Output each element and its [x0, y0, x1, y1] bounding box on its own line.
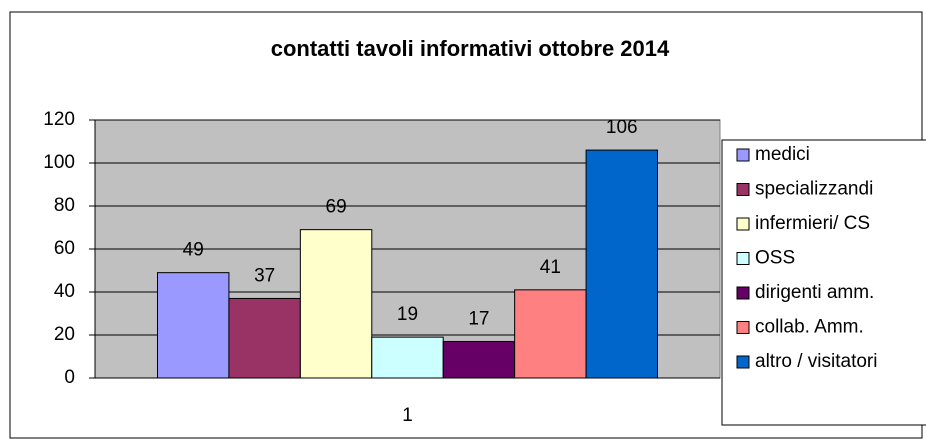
value-label: 19: [397, 304, 418, 325]
bar: [514, 289, 587, 379]
y-tick-label: 100: [43, 152, 75, 173]
chart-title: contatti tavoli informativi ottobre 2014: [271, 36, 670, 61]
value-label: 49: [183, 240, 204, 261]
y-tick-label: 20: [54, 324, 75, 345]
value-label: 106: [606, 117, 638, 138]
legend-swatch: [736, 148, 750, 162]
legend-label: specializzandi: [755, 179, 873, 200]
legend-swatch: [736, 217, 750, 231]
legend-label: collab. Amm.: [755, 317, 864, 338]
legend-label: medici: [755, 144, 810, 165]
legend-label: altro / visitatori: [755, 351, 877, 372]
bar: [442, 340, 516, 379]
legend-swatch: [736, 252, 750, 265]
bar: [228, 297, 301, 379]
legend-label: dirigenti amm.: [755, 282, 874, 303]
bar: [157, 272, 230, 379]
bar: [585, 149, 658, 379]
bar: [299, 229, 373, 379]
legend-label: infermieri/ CS: [755, 213, 870, 234]
value-label: 37: [254, 265, 275, 286]
legend-swatch: [736, 286, 750, 300]
legend-swatch: [736, 355, 750, 369]
legend-label: OSS: [755, 248, 795, 269]
legend-box: [721, 139, 926, 426]
value-label: 17: [468, 308, 489, 329]
y-tick-label: 0: [64, 367, 75, 388]
legend-swatch: [736, 183, 750, 196]
value-label: 69: [326, 197, 347, 218]
x-tick-label: 1: [402, 405, 413, 426]
legend-swatch: [736, 321, 750, 334]
y-tick-label: 80: [54, 195, 75, 216]
value-label: 41: [540, 257, 561, 278]
bar: [371, 336, 444, 379]
y-tick-label: 40: [54, 281, 75, 302]
y-tick-label: 120: [43, 109, 75, 130]
y-tick-label: 60: [54, 238, 75, 259]
